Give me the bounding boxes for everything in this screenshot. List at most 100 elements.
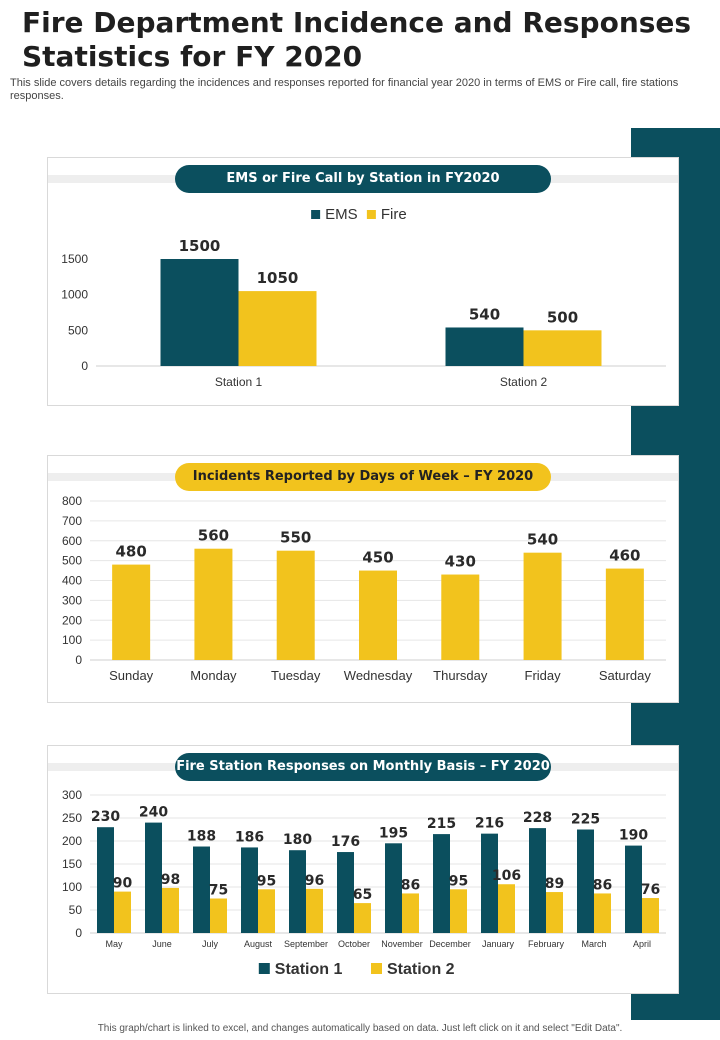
bar-station-1 <box>337 852 354 933</box>
bar-station-1 <box>97 827 114 933</box>
data-label: 215 <box>427 816 456 832</box>
bar-station-2 <box>402 893 419 933</box>
data-label: 65 <box>353 887 372 903</box>
data-label: 89 <box>545 876 564 892</box>
data-label: 540 <box>527 531 558 549</box>
chart-title-pill: Incidents Reported by Days of Week – FY … <box>175 463 551 491</box>
x-tick-label: Station 2 <box>500 375 548 389</box>
x-tick-label: October <box>338 939 370 949</box>
x-tick-label: November <box>381 939 423 949</box>
data-label: 460 <box>609 547 640 565</box>
chart-ems-fire-by-station: 0 500 1000 1500 1500 1050 Station 1 540 500 Stati… <box>61 206 666 389</box>
data-label: 95 <box>257 873 276 889</box>
y-tick-label: 0 <box>81 359 88 373</box>
bar-station-2 <box>642 898 659 933</box>
x-tick-label: Saturday <box>599 668 652 683</box>
bar-station-2 <box>210 898 227 933</box>
data-label: 188 <box>187 829 216 845</box>
bar-station-2 <box>114 891 131 933</box>
data-label: 98 <box>161 872 180 888</box>
data-label: 500 <box>547 308 578 326</box>
x-tick-label: January <box>482 939 515 949</box>
bar-station-2 <box>546 892 563 933</box>
chart-title-pill: Fire Station Responses on Monthly Basis … <box>175 753 551 781</box>
y-tick-label: 1000 <box>61 288 88 302</box>
bar-station-2 <box>450 889 467 933</box>
data-label: 180 <box>283 832 312 848</box>
x-tick-label: February <box>528 939 565 949</box>
bar-station-2 <box>306 888 323 933</box>
data-label: 1050 <box>257 269 299 287</box>
y-tick-label: 200 <box>62 613 82 627</box>
bar-fire <box>238 291 317 366</box>
bar-value <box>359 570 397 660</box>
legend-swatch <box>258 963 270 974</box>
bar-station-1 <box>529 828 546 933</box>
bar-station-1 <box>577 829 594 933</box>
chart-panel-monthly-responses: Fire Station Responses on Monthly Basis … <box>47 745 679 994</box>
bar-station-2 <box>162 887 179 933</box>
x-tick-label: December <box>429 939 471 949</box>
x-tick-label: Friday <box>525 668 562 683</box>
bar-station-2 <box>258 889 275 933</box>
bar-station-2 <box>594 893 611 933</box>
bar-station-1 <box>193 846 210 933</box>
legend-label: Station 2 <box>387 961 455 978</box>
data-label: 86 <box>401 877 420 893</box>
data-label: 216 <box>475 816 504 832</box>
y-tick-label: 1500 <box>61 252 88 266</box>
data-label: 228 <box>523 810 552 826</box>
bar-value <box>194 548 233 660</box>
bar-value <box>441 574 480 660</box>
legend: EMS Fire <box>311 206 407 223</box>
bar-station-1 <box>385 843 402 933</box>
data-label: 96 <box>305 873 324 889</box>
x-tick-label: July <box>202 939 219 949</box>
data-label: 430 <box>445 553 476 571</box>
chart-panel-days-of-week: Incidents Reported by Days of Week – FY … <box>47 455 679 703</box>
bar-station-1 <box>241 847 258 933</box>
bar-station-1 <box>289 850 306 933</box>
bar-fire <box>523 330 602 366</box>
y-tick-label: 500 <box>68 323 88 337</box>
y-tick-label: 200 <box>62 834 82 848</box>
data-label: 1500 <box>179 237 221 255</box>
data-label: 86 <box>593 877 612 893</box>
data-label: 550 <box>280 529 311 547</box>
y-tick-label: 100 <box>62 633 82 647</box>
x-tick-label: June <box>152 939 172 949</box>
bar-station-2 <box>354 903 371 933</box>
data-label: 75 <box>209 883 228 899</box>
x-tick-label: Tuesday <box>271 668 321 683</box>
x-tick-label: August <box>244 939 273 949</box>
bar-station-1 <box>433 834 450 933</box>
x-tick-label: April <box>633 939 651 949</box>
x-tick-label: Thursday <box>433 668 488 683</box>
bar-value <box>523 552 562 660</box>
y-tick-label: 400 <box>62 574 82 588</box>
page-subtitle: This slide covers details regarding the … <box>10 77 679 102</box>
bar-station-1 <box>481 833 498 933</box>
data-label: 225 <box>571 812 600 828</box>
legend-swatch <box>366 210 376 219</box>
legend-label: Station 1 <box>275 961 343 978</box>
data-label: 176 <box>331 834 360 850</box>
bar-value <box>112 564 151 660</box>
legend-label: EMS <box>325 206 358 223</box>
data-label: 90 <box>113 876 133 892</box>
y-tick-label: 150 <box>62 857 82 871</box>
bar-ems <box>160 259 239 366</box>
x-tick-label: Station 1 <box>215 375 263 389</box>
x-tick-label: Sunday <box>109 668 154 683</box>
y-tick-label: 700 <box>62 514 82 528</box>
data-label: 480 <box>115 543 146 561</box>
data-label: 560 <box>198 527 229 545</box>
y-tick-label: 50 <box>69 903 83 917</box>
chart-monthly-responses: 0 50 100 150 200 250 300 230 90 May 240 98 June 188 75… <box>62 788 666 978</box>
legend-swatch <box>311 210 321 219</box>
data-label: 95 <box>449 873 468 889</box>
bar-station-1 <box>625 845 642 933</box>
legend: Station 1 Station 2 <box>258 961 455 978</box>
x-tick-label: Wednesday <box>344 668 413 683</box>
y-tick-label: 0 <box>75 926 82 940</box>
